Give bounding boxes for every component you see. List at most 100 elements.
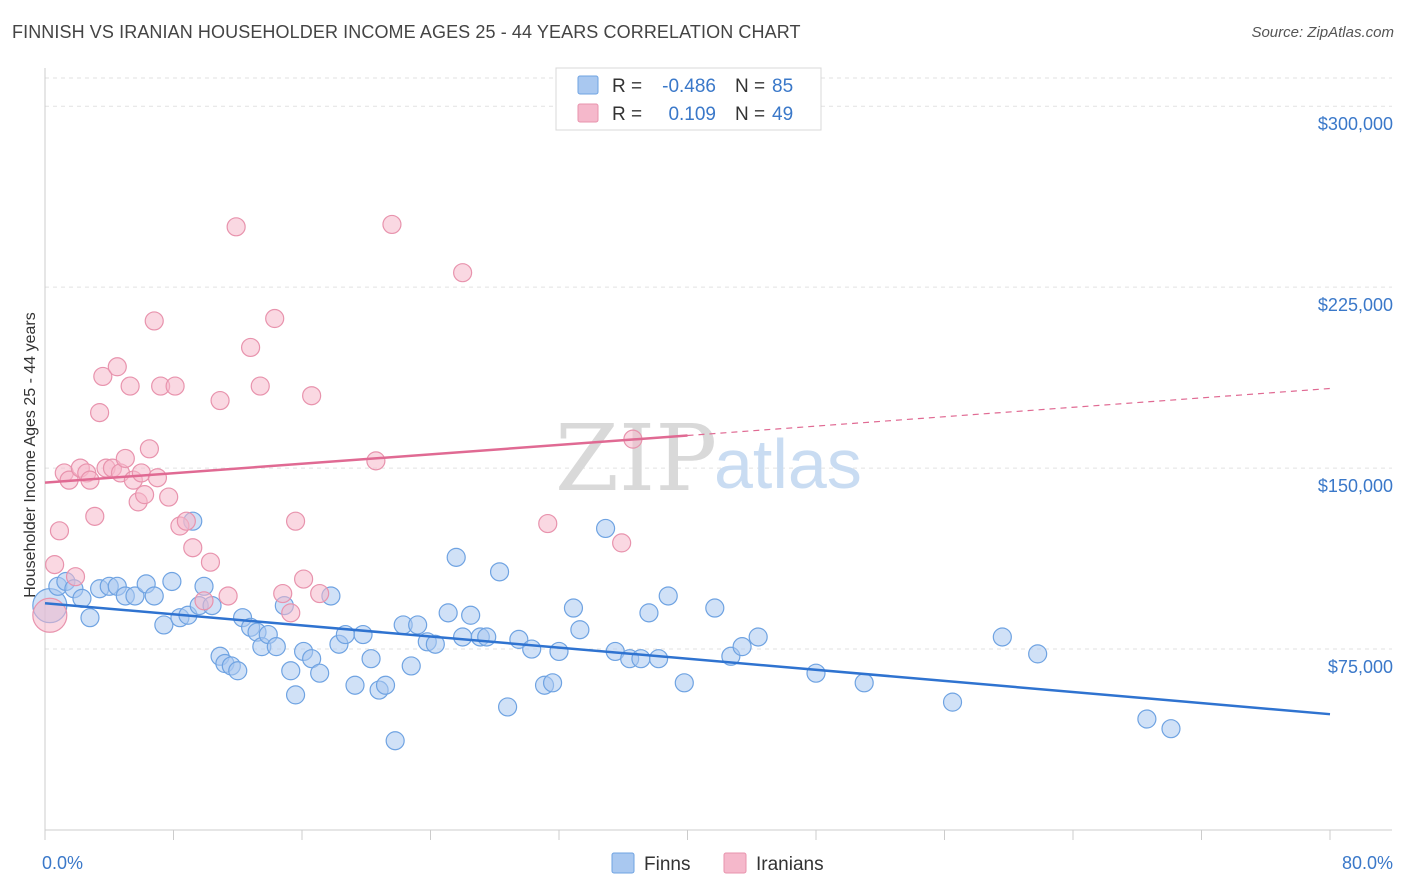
legend-n-value-iranians: 49: [772, 104, 793, 125]
scatter-point-iranians: [131, 463, 151, 483]
y-tick-label: $75,000: [1328, 657, 1393, 677]
scatter-point-finns: [1137, 709, 1157, 729]
legend-top: R = -0.486 N = 85 R = 0.109 N = 49: [555, 67, 822, 131]
scatter-point-iranians: [250, 376, 270, 396]
scatter-point-finns: [154, 615, 174, 635]
legend-r-label-iranians: R =: [612, 104, 642, 125]
scatter-point-finns: [732, 637, 752, 657]
trend-line-extension-iranians: [687, 387, 1331, 437]
scatter-point-finns: [658, 586, 678, 606]
scatter-point-finns: [639, 603, 659, 623]
scatter-point-finns: [408, 615, 428, 635]
scatter-point-iranians: [200, 552, 221, 572]
y-tick-labels: $75,000 $150,000 $225,000 $300,000: [1318, 114, 1393, 677]
scatter-point-finns: [595, 518, 616, 539]
y-axis-label: Householder Income Ages 25 - 44 years: [22, 312, 39, 598]
scatter-point-iranians: [85, 506, 105, 526]
legend-r-label-finns: R =: [612, 76, 642, 97]
scatter-point-iranians: [538, 513, 558, 534]
scatter-point-finns: [1161, 719, 1181, 739]
scatter-point-finns: [446, 547, 466, 567]
scatter-point-finns: [806, 663, 826, 683]
x-tick-label-min: 0.0%: [42, 853, 83, 873]
scatter-point-iranians: [32, 597, 68, 633]
scatter-point-finns: [648, 649, 669, 669]
scatter-point-iranians: [612, 533, 632, 553]
scatter-point-iranians: [165, 376, 185, 396]
scatter-point-finns: [542, 673, 563, 693]
trend-line-finns: [44, 601, 1331, 716]
scatter-point-finns: [353, 624, 373, 645]
scatter-point-finns: [854, 673, 874, 693]
watermark-zip: ZIP: [555, 405, 717, 512]
legend-swatch-iranians: [577, 103, 599, 123]
scatter-point-iranians: [134, 485, 155, 505]
y-tick-label: $300,000: [1318, 114, 1393, 134]
y-tick-label: $150,000: [1318, 476, 1393, 496]
scatter-point-iranians: [281, 603, 301, 623]
scatter-point-finns: [228, 661, 248, 681]
scatter-point-finns: [266, 637, 286, 657]
scatter-point-finns: [302, 649, 322, 669]
scatter-point-finns: [310, 663, 330, 683]
scatter-point-finns: [162, 571, 182, 592]
scatter-point-finns: [453, 627, 473, 647]
axes: [44, 68, 1392, 840]
legend-bottom-swatch-finns: [611, 852, 635, 874]
watermark: ZIP atlas: [555, 405, 862, 512]
scatter-point-iranians: [147, 468, 168, 488]
scatter-point-finns: [570, 620, 590, 640]
trend-line-iranians: [44, 434, 688, 484]
scatter-point-iranians: [93, 366, 113, 387]
scatter-point-finns: [125, 586, 145, 606]
legend-bottom: Finns Iranians: [611, 852, 824, 875]
scatter-point-finns: [477, 627, 497, 647]
scatter-point-finns: [375, 675, 396, 695]
scatter-point-iranians: [310, 583, 330, 604]
chart-source: Source: ZipAtlas.com: [1251, 24, 1394, 41]
scatter-point-iranians: [194, 591, 214, 611]
scatter-point-iranians: [139, 439, 160, 459]
scatter-point-finns: [498, 697, 518, 717]
scatter-point-iranians: [366, 451, 386, 471]
scatter-point-iranians: [176, 511, 196, 531]
scatter-point-iranians: [226, 217, 246, 237]
legend-n-label-finns: N =: [735, 76, 765, 97]
scatter-point-iranians: [265, 308, 285, 329]
trend-lines: [44, 387, 1331, 716]
scatter-point-finns: [385, 731, 405, 751]
scatter-point-finns: [80, 608, 100, 628]
scatter-point-finns: [1028, 644, 1048, 664]
scatter-point-finns: [281, 661, 301, 681]
scatter-points: [32, 214, 1181, 751]
scatter-point-iranians: [285, 511, 306, 531]
scatter-point-iranians: [144, 311, 164, 331]
scatter-point-iranians: [107, 357, 127, 377]
legend-swatch-finns: [577, 75, 599, 95]
scatter-point-finns: [563, 598, 584, 618]
scatter-point-finns: [748, 627, 768, 647]
scatter-point-finns: [522, 639, 542, 659]
scatter-point-finns: [345, 675, 365, 695]
scatter-point-iranians: [210, 390, 230, 411]
scatter-point-finns: [461, 605, 481, 625]
scatter-point-iranians: [218, 586, 238, 606]
legend-bottom-label-finns: Finns: [644, 854, 690, 875]
scatter-point-finns: [631, 649, 651, 669]
scatter-point-finns: [549, 641, 569, 662]
scatter-point-iranians: [115, 448, 135, 469]
scatter-point-finns: [401, 656, 421, 676]
scatter-point-finns: [705, 598, 725, 618]
scatter-point-finns: [425, 634, 445, 654]
legend-r-value-finns: -0.486: [662, 76, 716, 97]
scatter-point-iranians: [241, 337, 261, 358]
scatter-point-iranians: [302, 386, 322, 406]
legend-bottom-label-iranians: Iranians: [756, 854, 824, 875]
watermark-atlas: atlas: [714, 425, 862, 503]
scatter-point-finns: [438, 603, 458, 623]
scatter-point-finns: [942, 692, 963, 712]
scatter-point-finns: [992, 627, 1012, 647]
legend-n-label-iranians: N =: [735, 104, 765, 125]
scatter-point-finns: [674, 673, 694, 693]
